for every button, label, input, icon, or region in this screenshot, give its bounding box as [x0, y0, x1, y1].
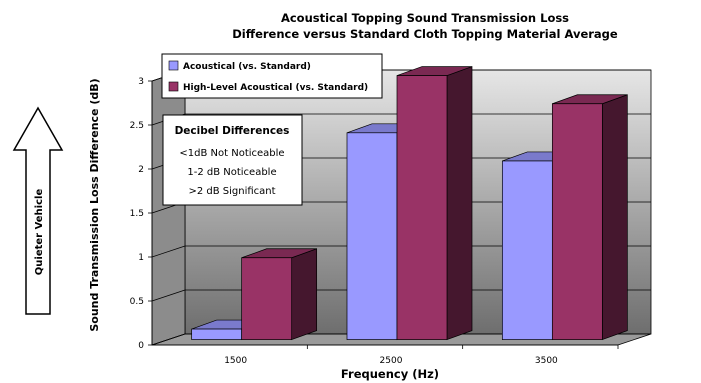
decibel-box: Decibel Differences <1dB Not Noticeable … — [162, 114, 303, 206]
bar-front — [501, 160, 553, 340]
x-axis-ticks: 1500 2500 3500 — [152, 344, 619, 366]
bar-side — [291, 248, 318, 341]
arrow-label: Quieter Vehicle — [34, 189, 45, 276]
legend-label-high-level: High-Level Acoustical (vs. Standard) — [183, 83, 368, 93]
gridline-side — [151, 333, 186, 346]
y-tick-label: 1 — [138, 253, 144, 263]
bar-side — [446, 66, 473, 341]
legend-swatch-high-level — [168, 81, 179, 92]
up-arrow-icon — [12, 106, 64, 315]
bar-front — [396, 75, 448, 340]
bar-high-level-1500 — [241, 248, 318, 341]
decibel-box-line-1: <1dB Not Noticeable — [179, 148, 284, 159]
x-tick-label: 1500 — [224, 356, 247, 366]
chart-subtitle: Difference versus Standard Cloth Topping… — [232, 27, 618, 41]
bar-front — [241, 257, 293, 340]
y-tick-label: 0 — [138, 341, 144, 351]
y-tick-label: 2.5 — [130, 121, 144, 131]
quieter-arrow: Quieter Vehicle — [12, 106, 64, 315]
y-axis-ticks: 0 0.5 1 1.5 2 2.5 3 — [130, 77, 153, 351]
decibel-box-line-3: >2 dB Significant — [188, 186, 275, 197]
legend: Acoustical (vs. Standard) High-Level Aco… — [161, 53, 383, 99]
bar-high-level-3500 — [551, 94, 628, 341]
y-tick-label: 0.5 — [130, 297, 144, 307]
y-tick-label: 2 — [138, 165, 144, 175]
x-tick-label: 2500 — [380, 356, 403, 366]
bar-front — [191, 328, 243, 340]
legend-swatch-acoustical — [168, 60, 179, 71]
legend-box — [161, 53, 383, 99]
bars — [191, 66, 628, 341]
x-tick-label: 3500 — [535, 356, 558, 366]
y-axis-label: Sound Transmission Loss Difference (dB) — [88, 78, 101, 331]
decibel-box-title: Decibel Differences — [175, 125, 290, 137]
x-axis-label: Frequency (Hz) — [341, 367, 439, 381]
bar-front — [346, 132, 398, 340]
decibel-box-frame — [162, 114, 303, 206]
chart-title: Acoustical Topping Sound Transmission Lo… — [281, 11, 569, 25]
y-tick-label: 3 — [138, 77, 144, 87]
bar-side — [601, 94, 628, 341]
bar-high-level-2500 — [396, 66, 473, 341]
y-tick-label: 1.5 — [130, 209, 144, 219]
legend-label-acoustical: Acoustical (vs. Standard) — [183, 62, 311, 72]
gridline-side — [151, 245, 186, 258]
gridline-side — [151, 289, 186, 302]
decibel-box-line-2: 1-2 dB Noticeable — [187, 167, 276, 178]
bar-front — [551, 103, 603, 340]
